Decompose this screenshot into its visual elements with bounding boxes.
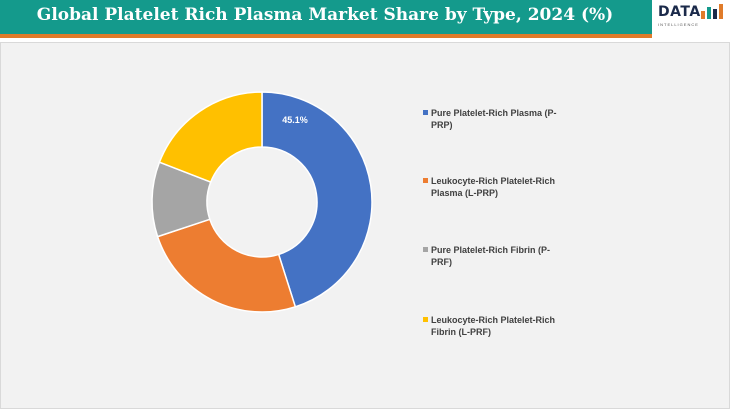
legend-swatch (423, 247, 428, 252)
legend-swatch (423, 317, 428, 322)
legend-item-p-prf: Pure Platelet-Rich Fibrin (P- PRF) (423, 244, 583, 268)
donut-slice-2 (156, 218, 297, 313)
logo-subtext: INTELLIGENCE (658, 22, 699, 27)
legend-label: Pure Platelet-Rich Plasma (P- (431, 108, 557, 118)
legend-label: Fibrin (L-PRF) (431, 327, 491, 337)
legend-swatch (423, 110, 428, 115)
donut-slice-1 (261, 91, 373, 308)
legend-label: PRF) (431, 257, 452, 267)
legend-label: Plasma (L-PRP) (431, 188, 499, 198)
donut-chart: 45.1% (151, 91, 373, 313)
logo: DATA INTELLIGENCE (652, 0, 730, 34)
legend-swatch (423, 178, 428, 183)
legend-label: Leukocyte-Rich Platelet-Rich (431, 176, 556, 186)
data-label: 45.1% (282, 115, 308, 125)
accent-line (0, 34, 652, 38)
legend-item-l-prf: Leukocyte-Rich Platelet-Rich Fibrin (L-P… (423, 314, 583, 338)
legend-label: PRP) (431, 120, 453, 130)
legend-label: Leukocyte-Rich Platelet-Rich (431, 315, 556, 325)
logo-bars-icon (701, 4, 723, 19)
page-title: Global Platelet Rich Plasma Market Share… (36, 5, 614, 25)
legend-label: Pure Platelet-Rich Fibrin (P- (431, 245, 551, 255)
chart-panel: 45.1% Pure Platelet-Rich Plasma (P- PRP)… (0, 42, 730, 409)
legend-item-p-prp: Pure Platelet-Rich Plasma (P- PRP) (423, 107, 583, 131)
header-bar: Global Platelet Rich Plasma Market Share… (0, 0, 730, 34)
logo-text: DATA (658, 4, 701, 20)
donut-slice-4 (158, 91, 263, 184)
legend: Pure Platelet-Rich Plasma (P- PRP) Leuko… (423, 107, 583, 338)
legend-item-l-prp: Leukocyte-Rich Platelet-Rich Plasma (L-P… (423, 175, 583, 199)
